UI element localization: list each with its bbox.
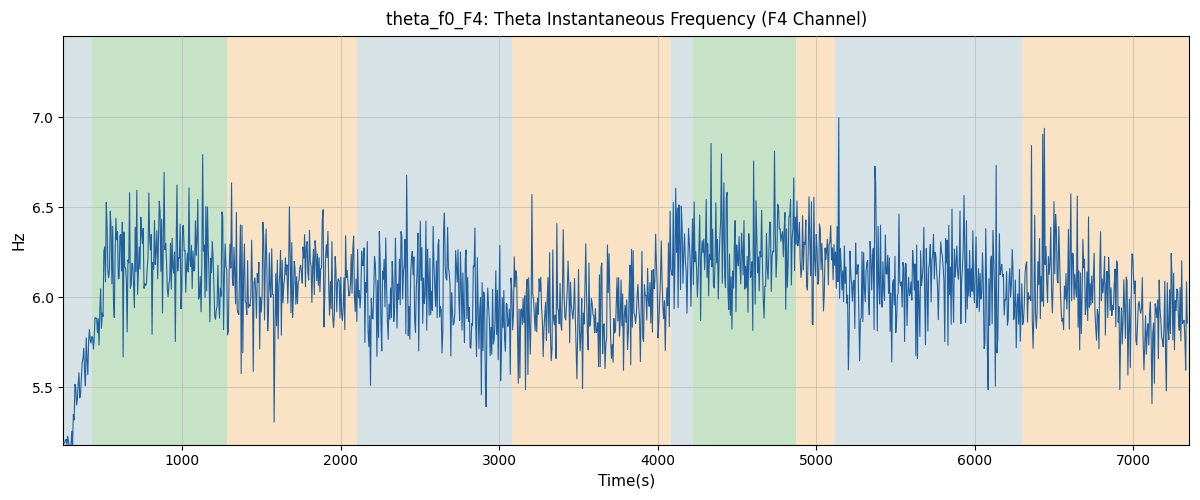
X-axis label: Time(s): Time(s) bbox=[598, 474, 655, 489]
Bar bbox=[491, 36, 512, 445]
Bar bbox=[1022, 36, 1189, 445]
Bar bbox=[227, 36, 356, 445]
Title: theta_f0_F4: Theta Instantaneous Frequency (F4 Channel): theta_f0_F4: Theta Instantaneous Frequen… bbox=[385, 11, 866, 30]
Bar bbox=[64, 36, 92, 445]
Bar bbox=[512, 36, 671, 445]
Bar bbox=[356, 36, 491, 445]
Bar bbox=[796, 36, 835, 445]
Y-axis label: Hz: Hz bbox=[11, 230, 26, 250]
Bar bbox=[92, 36, 227, 445]
Bar bbox=[671, 36, 692, 445]
Bar bbox=[835, 36, 1022, 445]
Bar bbox=[692, 36, 796, 445]
